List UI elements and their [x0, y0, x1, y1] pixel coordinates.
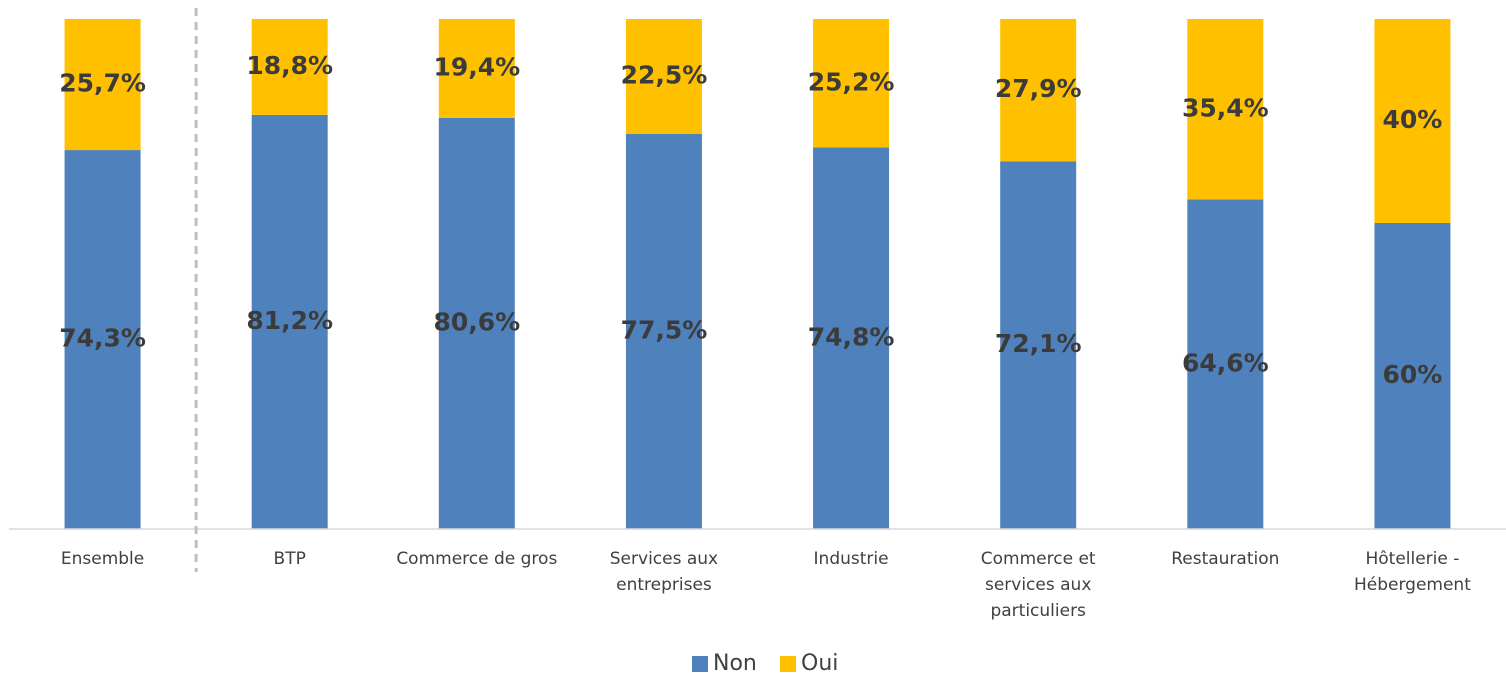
- value-label-oui-2: 18,8%: [246, 51, 333, 80]
- category-label-4: Services aux entreprises: [610, 549, 718, 595]
- category-label-line: Hébergement: [1354, 575, 1471, 595]
- category-label-line: particuliers: [990, 601, 1086, 621]
- value-label-oui-3: 19,4%: [433, 52, 520, 81]
- bar-non-4: [625, 133, 702, 529]
- bar-non-6: [1000, 161, 1077, 530]
- category-label-8: Hôtellerie - Hébergement: [1354, 549, 1471, 595]
- category-label-line: BTP: [274, 549, 306, 569]
- category-label-7: Restauration: [1171, 549, 1279, 569]
- value-label-non-8: 60%: [1383, 360, 1443, 389]
- category-label-line: Restauration: [1171, 549, 1279, 569]
- bar-oui-4: [625, 19, 702, 134]
- bar-non-3: [438, 117, 515, 529]
- bar-oui-6: [1000, 19, 1077, 162]
- value-label-oui-5: 25,2%: [808, 67, 895, 96]
- bar-non-2: [251, 114, 328, 529]
- category-label-line: Services aux: [610, 549, 718, 569]
- bar-oui-7: [1187, 19, 1264, 200]
- category-label-2: BTP: [274, 549, 306, 569]
- bar-oui-1: [64, 19, 141, 151]
- bar-oui-8: [1374, 19, 1451, 223]
- value-label-oui-4: 22,5%: [621, 60, 708, 89]
- bar-non-1: [64, 150, 141, 529]
- category-label-line: services aux: [985, 575, 1091, 595]
- value-label-non-7: 64,6%: [1182, 348, 1269, 377]
- value-label-oui-7: 35,4%: [1182, 93, 1269, 122]
- bar-oui-2: [251, 19, 328, 115]
- category-label-line: Hôtellerie -: [1365, 549, 1459, 569]
- legend-swatch-non: [692, 656, 708, 672]
- value-label-non-4: 77,5%: [621, 315, 708, 344]
- legend-swatch-oui: [780, 656, 796, 672]
- bar-non-8: [1374, 223, 1451, 529]
- value-label-non-6: 72,1%: [995, 329, 1082, 358]
- bars-layer: [64, 19, 1451, 530]
- value-labels-layer: 74,3% 25,7% 81,2% 18,8% 80,6% 19,4% 77,5% 22,5%…: [59, 51, 1442, 389]
- value-label-non-5: 74,8%: [808, 322, 895, 351]
- bar-oui-5: [813, 19, 890, 148]
- value-label-oui-8: 40%: [1383, 105, 1443, 134]
- category-label-5: Industrie: [814, 549, 889, 569]
- category-label-line: Ensemble: [61, 549, 144, 569]
- bar-non-5: [813, 147, 890, 529]
- category-label-line: Commerce et: [981, 549, 1096, 569]
- category-label-line: entreprises: [616, 575, 712, 595]
- legend-label-oui: Oui: [801, 651, 838, 676]
- bar-non-7: [1187, 199, 1264, 530]
- category-label-1: Ensemble: [61, 549, 144, 569]
- value-label-non-1: 74,3%: [59, 324, 146, 353]
- category-label-line: Industrie: [814, 549, 889, 569]
- category-label-line: Commerce de gros: [396, 549, 557, 569]
- category-labels-layer: Ensemble BTP Commerce de gros Services aux e…: [61, 549, 1471, 621]
- value-label-non-3: 80,6%: [433, 307, 520, 336]
- value-label-non-2: 81,2%: [246, 306, 333, 335]
- value-label-oui-6: 27,9%: [995, 74, 1082, 103]
- value-label-oui-1: 25,7%: [59, 69, 146, 98]
- bar-oui-3: [438, 19, 515, 118]
- legend-label-non: Non: [713, 651, 757, 676]
- category-label-6: Commerce et services aux particuliers: [981, 549, 1096, 621]
- category-label-3: Commerce de gros: [396, 549, 557, 569]
- legend: Non Oui: [692, 651, 838, 676]
